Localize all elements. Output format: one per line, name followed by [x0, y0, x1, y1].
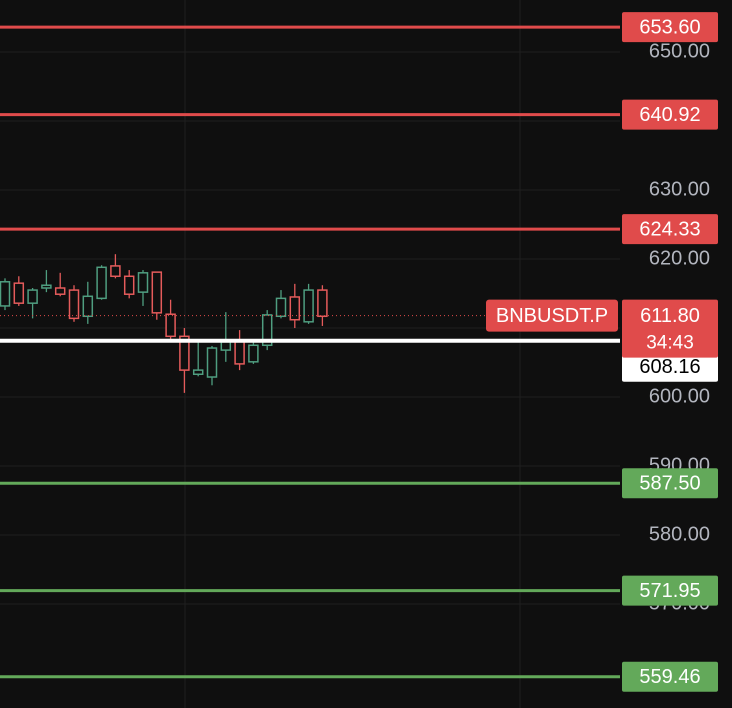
candle-body	[82, 295, 94, 318]
y-tick-label: 580.00	[649, 523, 710, 545]
level-tag	[622, 214, 718, 245]
candle-body	[289, 296, 301, 321]
candle-body	[0, 281, 11, 307]
candle-body	[234, 341, 245, 365]
candle-body	[220, 341, 232, 351]
y-tick-label: 650.00	[649, 40, 710, 62]
level-label: 640.92	[639, 104, 700, 126]
candle-body	[317, 289, 328, 318]
candle-body	[275, 297, 287, 318]
candle-body	[248, 344, 259, 363]
candle-body	[110, 265, 121, 278]
level-tag	[622, 351, 718, 382]
candle-body	[96, 266, 107, 300]
level-tag	[622, 575, 718, 606]
candle-body	[179, 335, 190, 371]
candle-body	[41, 284, 52, 289]
level-label: 559.46	[639, 666, 700, 688]
level-label: 653.60	[639, 16, 700, 38]
candle-body	[123, 275, 135, 295]
level-tag	[622, 661, 718, 692]
candle-body	[303, 289, 314, 323]
candle-body	[165, 313, 176, 338]
level-label: 587.50	[639, 473, 700, 495]
price-label: 611.80	[640, 305, 700, 327]
candle-body	[151, 271, 163, 314]
candle-body	[27, 289, 38, 304]
candle-body	[54, 287, 66, 295]
candle-body	[68, 289, 80, 320]
candle-body	[13, 282, 25, 304]
level-label: 624.33	[639, 218, 700, 240]
symbol-label: BNBUSDT.P	[496, 305, 608, 327]
y-tick-label: 620.00	[649, 247, 710, 269]
level-tag	[622, 99, 718, 130]
candle-body	[206, 347, 218, 378]
candle-body	[192, 369, 204, 376]
level-tag	[622, 468, 718, 499]
candle-body	[261, 314, 273, 347]
y-tick-label: 600.00	[649, 385, 710, 407]
level-label: 608.16	[639, 356, 700, 378]
level-tag	[622, 12, 718, 43]
price-tag	[622, 299, 718, 358]
level-label: 571.95	[639, 580, 700, 602]
candle-body	[137, 272, 149, 293]
symbol-tag	[486, 299, 618, 332]
countdown-label: 34:43	[646, 333, 694, 354]
y-tick-label: 630.00	[649, 178, 710, 200]
